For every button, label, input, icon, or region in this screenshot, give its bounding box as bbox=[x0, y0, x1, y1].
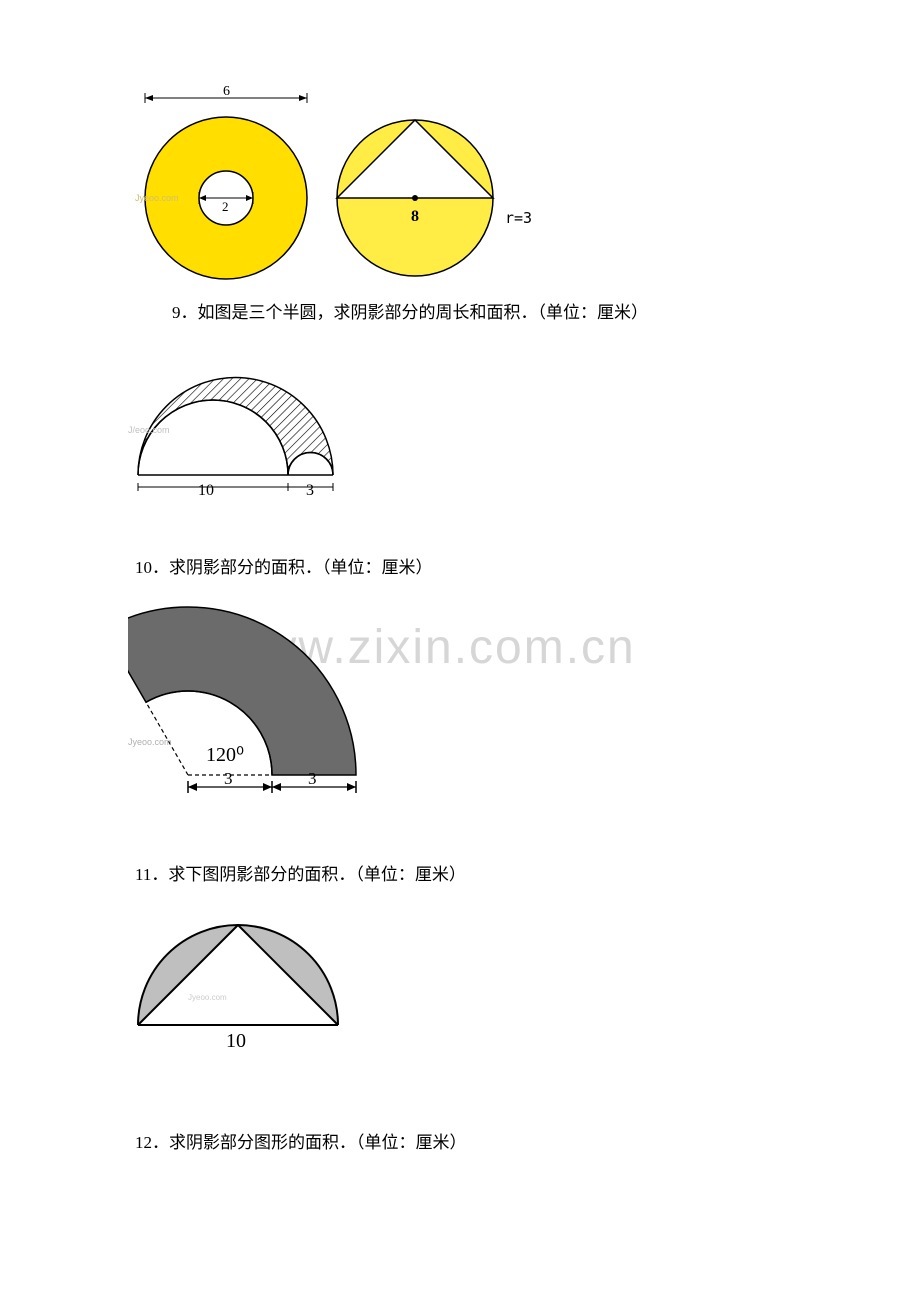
jyeoo-label-3: Jyeoo.com bbox=[128, 737, 172, 747]
jyeoo-label-2: J/eoo.com bbox=[128, 425, 170, 435]
jyeoo-label-4: Jyeoo.com bbox=[188, 993, 227, 1002]
figure-11: 10 Jyeoo.com bbox=[128, 905, 368, 1065]
figure-8-svg: 6 2 Jyeoo.com bbox=[135, 83, 555, 303]
figure-9-svg: 10 3 J/eoo.com bbox=[128, 355, 388, 505]
fig11-base-label: 10 bbox=[226, 1030, 246, 1052]
figure-9: 10 3 J/eoo.com bbox=[128, 355, 388, 505]
fig10-inner-r: 3 bbox=[224, 769, 233, 788]
annulus-inner-label: 2 bbox=[222, 199, 229, 214]
problem-10-text: 10．求阴影部分的面积．（单位：厘米） bbox=[135, 555, 433, 581]
jyeoo-label-1: Jyeoo.com bbox=[135, 193, 179, 203]
fig10-outer-r: 3 bbox=[308, 769, 317, 788]
fig9-big-label: 10 bbox=[198, 482, 214, 499]
circle-radius-label: r=3 bbox=[505, 209, 532, 227]
annulus-outer-label: 6 bbox=[223, 84, 230, 99]
problem-12-text: 12．求阴影部分图形的面积．（单位：厘米） bbox=[135, 1130, 467, 1156]
fig10-angle-label: 120⁰ bbox=[206, 744, 244, 766]
figure-10-svg: 120⁰ 3 3 Jyeoo.com bbox=[128, 595, 393, 795]
problem-9-text: 9．如图是三个半圆，求阴影部分的周长和面积．（单位：厘米） bbox=[172, 300, 648, 326]
figure-10: 120⁰ 3 3 Jyeoo.com bbox=[128, 595, 393, 795]
fig9-small-label: 3 bbox=[306, 482, 314, 499]
circle-diameter-label: 8 bbox=[411, 208, 419, 225]
figure-11-svg: 10 Jyeoo.com bbox=[128, 905, 368, 1065]
problem-11-text: 11．求下图阴影部分的面积．（单位：厘米） bbox=[135, 862, 466, 888]
figure-8: 6 2 Jyeoo.com bbox=[135, 83, 555, 303]
